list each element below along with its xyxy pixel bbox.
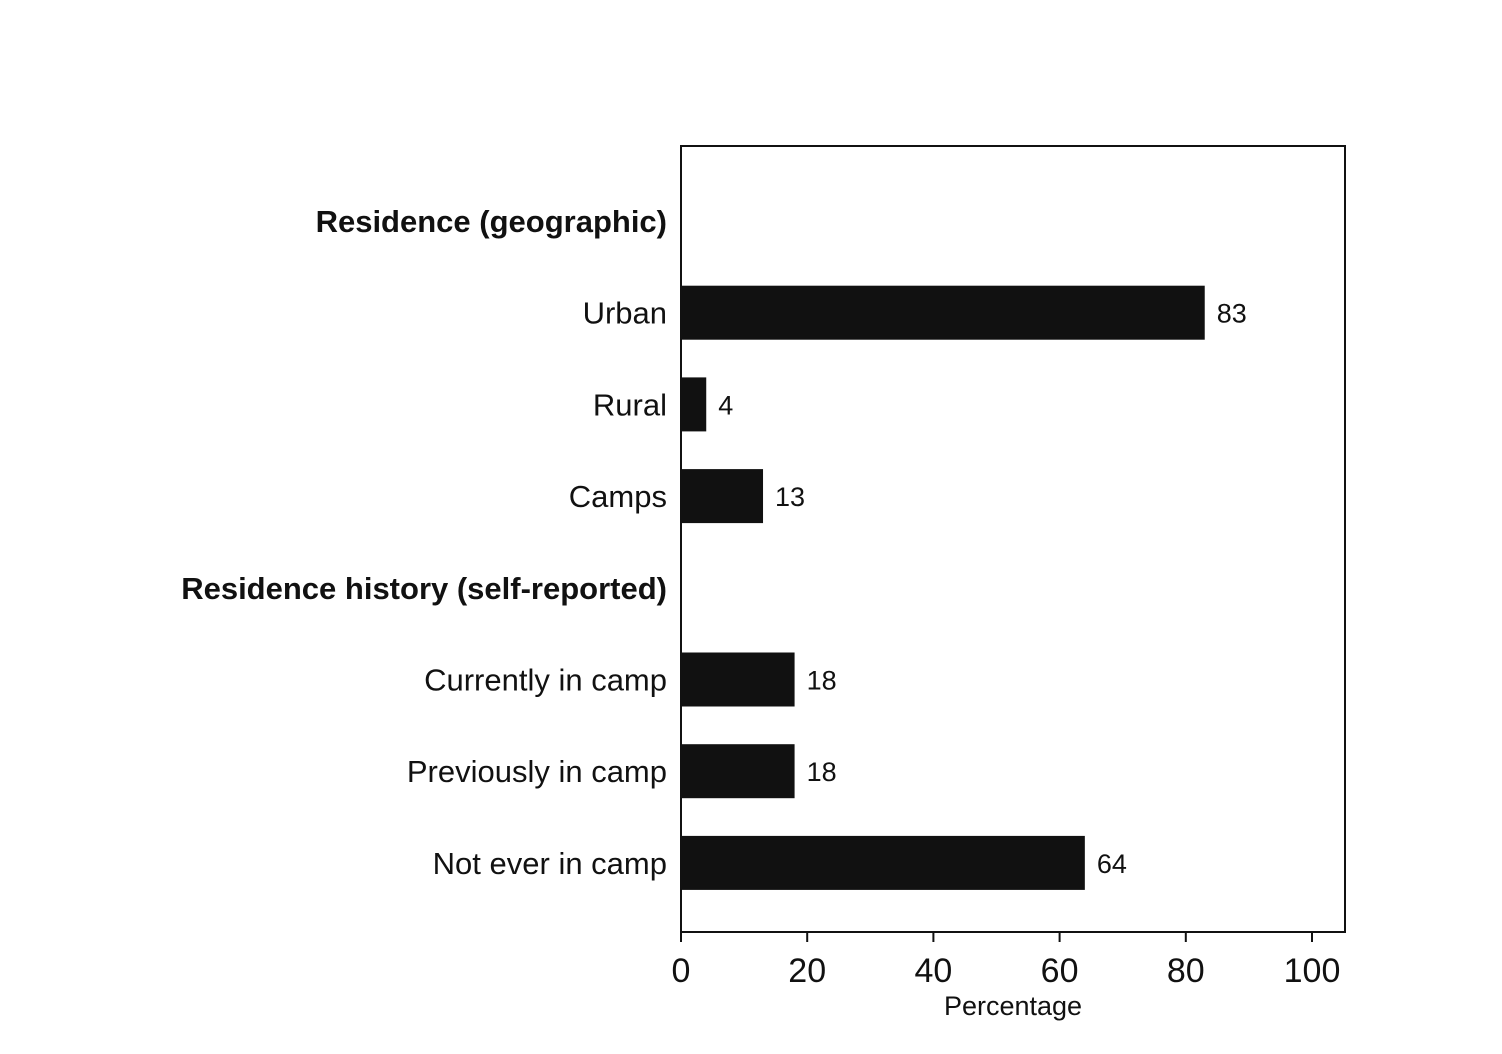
group-heading: Residence (geographic) [316,204,667,239]
category-label: Not ever in camp [433,846,667,881]
x-tick-label: 40 [914,952,952,990]
data-label: 13 [775,482,805,512]
category-label: Previously in camp [407,754,667,789]
x-tick-label: 80 [1167,952,1205,990]
bar [681,285,1205,340]
x-tick-label: 20 [788,952,826,990]
plot-frame [680,145,1346,933]
data-label: 18 [807,757,837,787]
data-label: 83 [1217,299,1247,329]
bar [681,652,795,707]
x-tick-label: 100 [1284,952,1341,990]
category-label: Camps [569,479,667,514]
x-tick-label: 60 [1041,952,1079,990]
chart-rows: Residence (geographic) Urban 83 Rural 4 Camps… [181,204,1247,890]
x-axis-title: Percentage [944,991,1082,1021]
data-label: 64 [1097,849,1127,879]
x-tick-label: 0 [672,952,691,990]
x-axis-ticks: 0 20 40 60 80 100 [672,932,1341,990]
bar [681,744,795,799]
bar [681,377,707,432]
bar [681,469,764,524]
bar [681,835,1085,890]
category-label: Currently in camp [424,663,667,698]
group-heading: Residence history (self-reported) [181,571,667,606]
category-label: Rural [593,387,667,422]
data-label: 18 [807,666,837,696]
data-label: 4 [718,390,733,420]
category-label: Urban [583,296,667,331]
